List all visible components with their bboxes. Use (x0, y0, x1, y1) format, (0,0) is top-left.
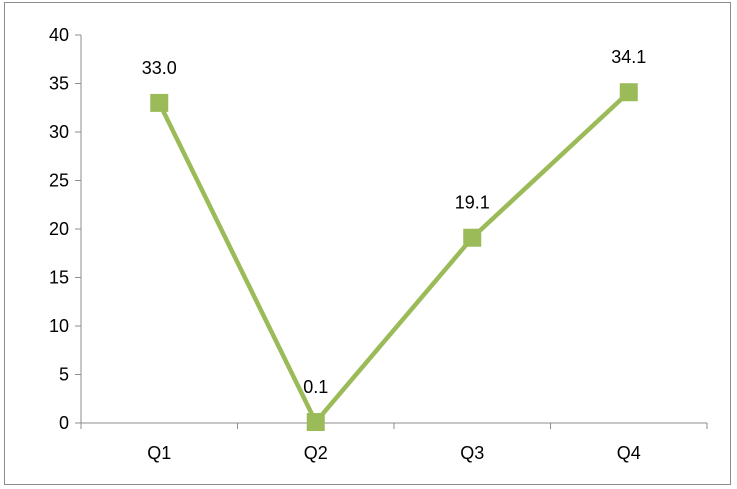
y-tick-label: 30 (49, 122, 69, 142)
x-tick-label: Q2 (304, 443, 328, 463)
x-axis-ticks: Q1 Q2 Q3 Q4 (80, 423, 708, 463)
series-group (150, 83, 638, 432)
data-label: 0.1 (303, 377, 328, 397)
x-tick-label: Q3 (460, 443, 484, 463)
data-labels-group: 33.0 0.1 19.1 34.1 (142, 47, 647, 397)
chart-frame (4, 2, 731, 485)
y-tick-label: 5 (59, 365, 69, 385)
data-point-marker (463, 228, 482, 247)
data-label: 34.1 (611, 47, 646, 67)
y-tick-label: 20 (49, 219, 69, 239)
series-line (157, 90, 631, 425)
x-tick-label: Q4 (617, 443, 641, 463)
y-axis-ticks: 0 5 10 15 20 25 30 35 40 (49, 25, 81, 433)
data-point-marker (619, 83, 638, 102)
y-tick-label: 10 (49, 316, 69, 336)
y-tick-label: 0 (59, 413, 69, 433)
data-label: 19.1 (455, 193, 490, 213)
data-point-marker (306, 413, 325, 432)
data-label: 33.0 (142, 58, 177, 78)
y-tick-label: 25 (49, 171, 69, 191)
y-tick-label: 40 (49, 25, 69, 45)
y-tick-label: 15 (49, 268, 69, 288)
x-tick-label: Q1 (147, 443, 171, 463)
y-tick-label: 35 (49, 74, 69, 94)
data-point-marker (150, 93, 169, 112)
axes (80, 35, 707, 424)
